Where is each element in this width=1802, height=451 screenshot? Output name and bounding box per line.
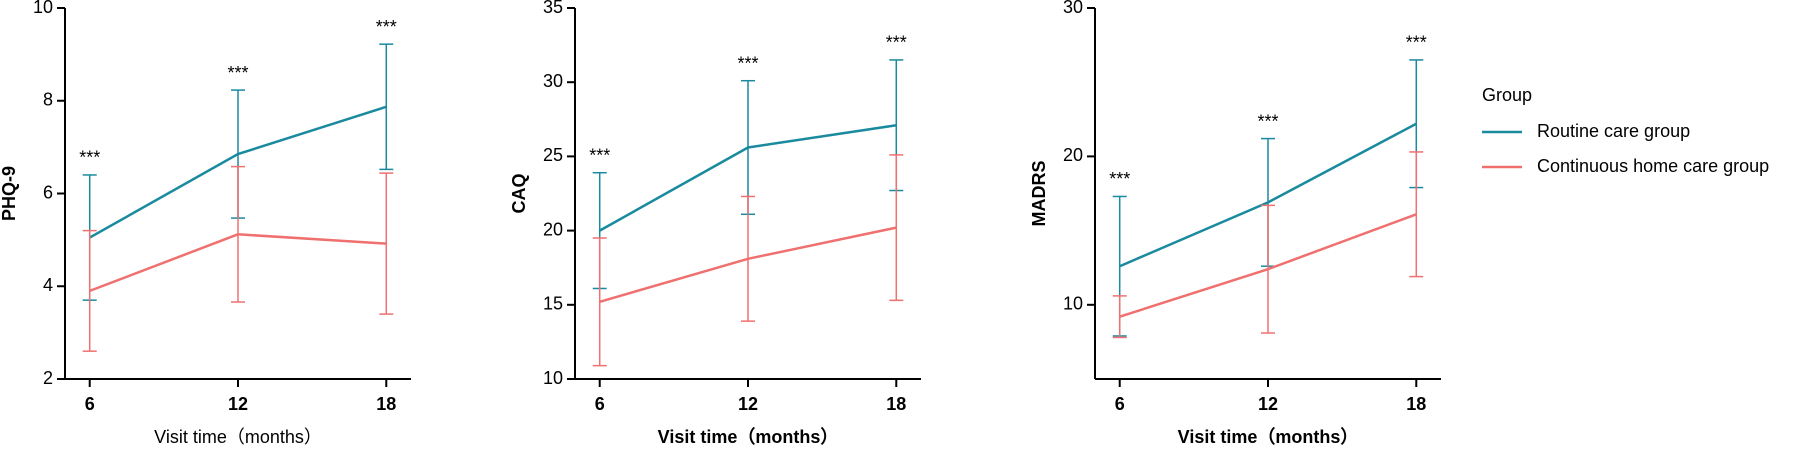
legend-label: Routine care group (1537, 121, 1690, 141)
significance-label: *** (376, 17, 397, 37)
x-tick-label: 6 (85, 394, 95, 414)
y-tick-label: 10 (1063, 294, 1083, 314)
x-axis-label: Visit time（months） (658, 427, 839, 447)
y-tick-label: 2 (43, 368, 53, 388)
significance-label: *** (227, 63, 248, 83)
x-tick-label: 6 (1115, 394, 1125, 414)
x-axis-label: Visit time（months） (154, 427, 322, 447)
x-axis-label: Visit time（months） (1178, 427, 1359, 447)
y-tick-label: 25 (543, 145, 563, 165)
significance-label: *** (737, 53, 758, 73)
x-tick-label: 12 (1258, 394, 1278, 414)
y-tick-label: 10 (33, 0, 53, 17)
y-tick-label: 20 (1063, 145, 1083, 165)
x-tick-label: 12 (738, 394, 758, 414)
legend-title: Group (1482, 85, 1532, 105)
y-axis-label: CAQ (509, 174, 529, 214)
y-tick-label: 4 (43, 275, 53, 295)
legend-label: Continuous home care group (1537, 156, 1769, 176)
significance-label: *** (589, 145, 610, 165)
significance-label: *** (1406, 33, 1427, 53)
y-tick-label: 30 (543, 71, 563, 91)
y-tick-label: 35 (543, 0, 563, 17)
y-axis-label: PHQ-9 (0, 166, 19, 221)
y-tick-label: 6 (43, 182, 53, 202)
y-tick-label: 15 (543, 294, 563, 314)
x-tick-label: 6 (595, 394, 605, 414)
y-tick-label: 30 (1063, 0, 1083, 17)
x-tick-label: 12 (228, 394, 248, 414)
x-tick-label: 18 (376, 394, 396, 414)
y-tick-label: 8 (43, 90, 53, 110)
y-tick-label: 20 (543, 219, 563, 239)
significance-label: *** (886, 33, 907, 53)
significance-label: *** (1109, 169, 1130, 189)
y-axis-label: MADRS (1029, 161, 1049, 227)
x-tick-label: 18 (1406, 394, 1426, 414)
significance-label: *** (79, 148, 100, 168)
y-tick-label: 10 (543, 368, 563, 388)
x-tick-label: 18 (886, 394, 906, 414)
significance-label: *** (1257, 111, 1278, 131)
